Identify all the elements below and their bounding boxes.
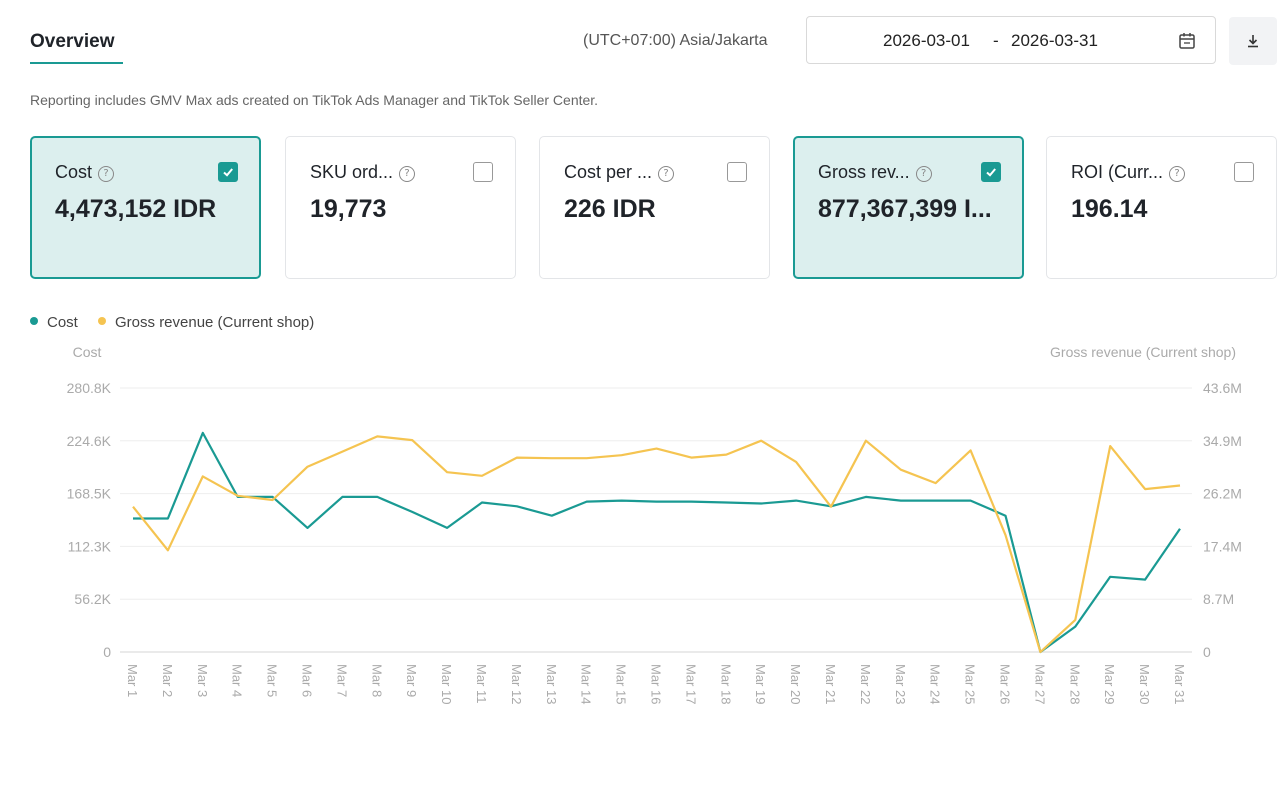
x-tick-label: Mar 23 [893,664,908,704]
x-tick-label: Mar 7 [334,664,349,697]
date-start[interactable]: 2026-03-01 [883,31,970,50]
legend-label: Gross revenue (Current shop) [115,314,315,331]
metric-value: 226 IDR [564,195,656,223]
metric-label-text: Cost [55,162,93,182]
x-tick-label: Mar 1 [125,664,140,697]
x-tick-label: Mar 18 [718,664,733,704]
metric-checkbox[interactable] [727,162,747,182]
x-tick-label: Mar 29 [1102,664,1117,704]
right-tick-label: 34.9M [1203,433,1242,449]
checkbox-icon [223,168,233,177]
x-tick-label: Mar 3 [195,664,210,697]
metric-card-gross-revenue[interactable]: Gross rev...? 877,367,399 I... [793,136,1024,279]
legend-dot [30,317,38,325]
x-tick-label: Mar 27 [1032,664,1047,704]
left-tick-label: 0 [103,644,111,660]
metric-card-sku-orders[interactable]: SKU ord...? 19,773 [285,136,516,279]
date-separator: - [993,31,999,50]
right-tick-label: 43.6M [1203,380,1242,396]
x-tick-label: Mar 24 [928,664,943,704]
metric-checkbox[interactable] [981,162,1001,182]
x-tick-label: Mar 2 [160,664,175,697]
help-icon[interactable]: ? [98,166,115,182]
x-tick-label: Mar 21 [823,664,838,704]
x-tick-label: Mar 31 [1172,664,1187,704]
x-tick-label: Mar 5 [265,664,280,697]
line-chart: Cost Gross revenue (Current shop) 0 0 56.2K 8… [67,344,1242,704]
metric-card-roi[interactable]: ROI (Curr...? 196.14 [1046,136,1277,279]
left-tick-label: 168.5K [67,486,112,502]
x-tick-label: Mar 20 [788,664,803,704]
metric-label-text: SKU ord... [310,162,394,182]
legend-dot [98,317,107,325]
metric-value: 4,473,152 IDR [55,195,217,223]
legend-item-gross-revenue[interactable]: Gross revenue (Current shop) [98,314,314,331]
tab-active-indicator [30,62,123,64]
download-button[interactable] [1229,17,1277,65]
x-tick-label: Mar 9 [404,664,419,697]
legend-item-cost[interactable]: Cost [30,314,78,331]
x-tick-label: Mar 30 [1137,664,1152,704]
left-tick-label: 280.8K [67,380,112,396]
metric-label: ROI (Curr...? [1071,162,1186,183]
right-tick-label: 17.4M [1203,538,1242,554]
metric-value: 196.14 [1071,195,1148,223]
metric-checkbox[interactable] [218,162,238,182]
download-icon [1248,35,1258,48]
calendar-icon[interactable] [1177,31,1197,51]
metric-label: Cost per ...? [564,162,675,183]
help-icon[interactable]: ? [1169,166,1186,182]
x-tick-label: Mar 12 [509,664,524,704]
metric-card-cost[interactable]: Cost? 4,473,152 IDR [30,136,261,279]
x-tick-label: Mar 28 [1067,664,1082,704]
metric-value: 877,367,399 I... [818,195,992,223]
metric-card-cost-per-order[interactable]: Cost per ...? 226 IDR [539,136,770,279]
chart-legend: Cost Gross revenue (Current shop) [30,314,330,331]
date-range-picker[interactable]: 2026-03-01 - 2026-03-31 [806,16,1216,64]
checkbox-icon [986,168,996,177]
timezone-label: (UTC+07:00) Asia/Jakarta [583,32,768,49]
metric-label-text: Gross rev... [818,162,910,182]
legend-label: Cost [47,314,78,331]
x-tick-label: Mar 13 [544,664,559,704]
right-axis-title: Gross revenue (Current shop) [1050,344,1236,360]
date-end[interactable]: 2026-03-31 [1011,31,1098,50]
x-tick-label: Mar 11 [474,664,489,704]
metric-label: Cost? [55,162,115,183]
left-tick-label: 112.3K [68,538,112,554]
metric-checkbox[interactable] [1234,162,1254,182]
metric-value: 19,773 [310,195,387,223]
x-tick-label: Mar 4 [230,664,245,697]
right-tick-label: 0 [1203,644,1211,660]
x-tick-label: Mar 8 [369,664,384,697]
help-icon[interactable]: ? [399,166,416,182]
help-icon[interactable]: ? [658,166,675,182]
left-tick-label: 56.2K [74,591,111,607]
right-tick-label: 26.2M [1203,486,1242,502]
tab-overview-label[interactable]: Overview [30,31,115,52]
right-tick-label: 8.7M [1203,591,1234,607]
left-axis-title: Cost [73,344,102,360]
x-tick-label: Mar 16 [649,664,664,704]
x-tick-label: Mar 22 [858,664,873,704]
metric-label-text: Cost per ... [564,162,653,182]
x-tick-label: Mar 25 [963,664,978,704]
series-line-gross-revenue [132,435,1181,654]
help-icon[interactable]: ? [915,166,932,182]
x-tick-label: Mar 15 [614,664,629,704]
x-tick-label: Mar 19 [753,664,768,704]
metric-label: Gross rev...? [818,162,932,183]
metric-label: SKU ord...? [310,162,416,183]
x-tick-label: Mar 26 [998,664,1013,704]
x-tick-label: Mar 17 [683,664,698,704]
x-tick-label: Mar 14 [579,664,594,704]
left-tick-label: 224.6K [67,433,112,449]
metric-checkbox[interactable] [473,162,493,182]
series-line-cost [133,431,1181,654]
metric-label-text: ROI (Curr... [1071,162,1164,182]
reporting-note: Reporting includes GMV Max ads created o… [30,92,599,108]
x-tick-label: Mar 10 [439,664,454,704]
x-tick-label: Mar 6 [300,664,315,697]
